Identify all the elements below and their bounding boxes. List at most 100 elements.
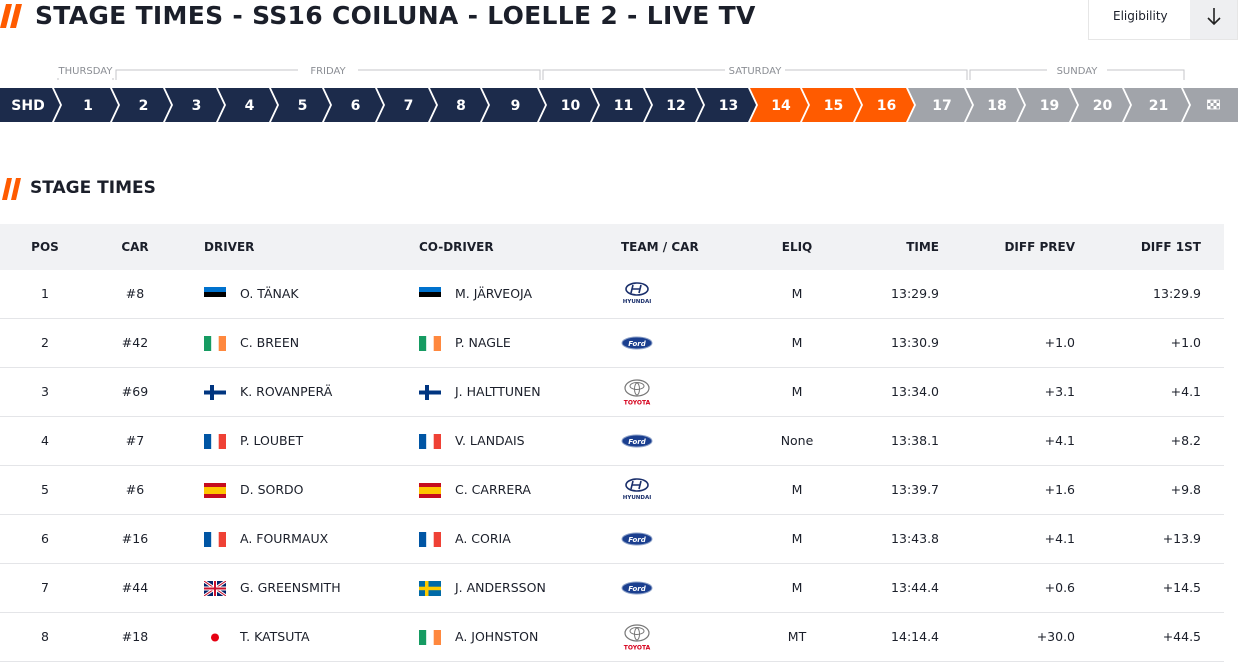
logo-oval	[629, 382, 645, 390]
diff-prev: +4.1	[1044, 531, 1075, 546]
day-label: THURSDAY	[58, 66, 114, 77]
stage-tab[interactable]: 5	[271, 88, 330, 122]
column-header[interactable]: CO-DRIVER	[419, 240, 494, 254]
table-row[interactable]: 5 #6 D. SORDO C. CARRERA HYUNDAI M 13:39.7 +1.6…	[0, 466, 1224, 515]
stage-tab[interactable]: 8	[430, 88, 488, 122]
stage-tab[interactable]: 15	[802, 88, 861, 122]
stage-label: 10	[561, 98, 581, 114]
stage-tab[interactable]: 10	[539, 88, 598, 122]
flag-check	[1207, 100, 1211, 103]
flag-part	[433, 336, 441, 351]
flag-part	[204, 287, 226, 292]
table-row[interactable]: 4 #7 P. LOUBET V. LANDAIS Ford None 13:38.1 +4.…	[0, 417, 1224, 466]
table-row[interactable]: 7 #44 G. GREENSMITH J. ANDERSSON Ford M 13:44.…	[0, 564, 1224, 613]
diff-prev: +3.1	[1044, 384, 1075, 399]
stage-tab[interactable]: 17	[908, 88, 972, 122]
stage-tab[interactable]: 6	[324, 88, 383, 122]
flag-check	[1213, 100, 1217, 103]
stage-tab-bg	[112, 88, 171, 122]
stage-tab[interactable]: 12	[645, 88, 703, 122]
slash	[0, 4, 12, 28]
column-header[interactable]: ELIQ	[781, 240, 813, 254]
table-row[interactable]: 3 #69 K. ROVANPERÄ J. HALTTUNEN TOYOTA M 13:34…	[0, 368, 1224, 417]
day-label-bg	[298, 64, 358, 78]
country-flag	[204, 483, 226, 498]
stage-tab[interactable]: SHD	[0, 88, 60, 122]
team-logo: TOYOTA	[624, 379, 651, 407]
stage-tab[interactable]: 4	[218, 88, 277, 122]
time: 13:30.9	[891, 335, 939, 350]
pos: 5	[41, 482, 49, 497]
flag-part	[204, 587, 226, 590]
stage-tab-bg	[54, 88, 118, 122]
stage-tab[interactable]: 21	[1124, 88, 1189, 122]
table-row[interactable]: 2 #42 C. BREEN P. NAGLE Ford M 13:30.9 +1.0 +1.0	[0, 319, 1224, 368]
eliq: M	[791, 580, 803, 595]
country-flag	[419, 630, 441, 645]
column-header[interactable]: DIFF PREV	[1004, 240, 1075, 254]
eligibility-dropdown[interactable]: Eligibility	[1088, 0, 1238, 40]
dropdown-button[interactable]	[1190, 0, 1237, 39]
flag-part	[204, 532, 212, 547]
logo-oval	[621, 581, 653, 595]
table-row[interactable]: 6 #16 A. FOURMAUX A. CORIA Ford M 13:43.8 +4.1 +…	[0, 515, 1224, 564]
flag-outline	[1207, 99, 1220, 110]
stage-tab[interactable]: 18	[966, 88, 1024, 122]
stage-tab-bg	[645, 88, 703, 122]
stage-tab[interactable]	[1183, 88, 1238, 122]
stage-label: 9	[511, 98, 521, 114]
stage-tab-bg	[218, 88, 277, 122]
logo-oval	[624, 379, 650, 397]
stage-tab[interactable]: 7	[377, 88, 436, 122]
driver: A. FOURMAUX	[240, 531, 329, 546]
diff-prev: +30.0	[1036, 629, 1075, 644]
flag-part	[211, 336, 219, 351]
stage-tab[interactable]: 2	[112, 88, 171, 122]
column-header[interactable]: TIME	[906, 240, 939, 254]
driver: G. GREENSMITH	[240, 580, 341, 595]
column-header[interactable]: DIFF 1ST	[1140, 240, 1201, 254]
flag-part	[218, 532, 226, 547]
stage-tab[interactable]: 19	[1018, 88, 1077, 122]
flag-part	[419, 487, 441, 494]
stage-tab[interactable]: 13	[697, 88, 756, 122]
day-label-bg	[1047, 64, 1107, 78]
stage-tab-bg	[430, 88, 488, 122]
flag-part	[426, 434, 434, 449]
flag-check	[1216, 103, 1220, 106]
country-flag	[419, 287, 441, 302]
stage-label: 19	[1040, 98, 1059, 114]
team-logo: Ford	[621, 434, 653, 448]
country-flag	[204, 630, 226, 645]
stage-tab[interactable]: 1	[54, 88, 118, 122]
flag-part	[419, 630, 427, 645]
pos: 6	[41, 531, 49, 546]
table-row[interactable]: 1 #8 O. TÄNAK M. JÄRVEOJA HYUNDAI M 13:29.9 13:…	[0, 270, 1224, 319]
stage-label: 4	[245, 98, 255, 114]
logo-oval	[634, 382, 640, 396]
stage-tab-bg	[1071, 88, 1130, 122]
flag-part	[204, 292, 226, 297]
stage-tab-bg	[802, 88, 861, 122]
flag-part	[204, 390, 226, 395]
table-header: POS CAR DRIVER CO-DRIVER TEAM / CAR ELIQ TIME D…	[0, 224, 1224, 270]
column-header[interactable]: CAR	[121, 240, 149, 254]
stage-tab[interactable]: 11	[592, 88, 651, 122]
eliq: M	[791, 482, 803, 497]
stage-tab[interactable]: 16	[855, 88, 914, 122]
table-row[interactable]: 8 #18 T. KATSUTA A. JOHNSTON TOYOTA MT 14:14.4…	[0, 613, 1224, 662]
stage-tab[interactable]: 20	[1071, 88, 1130, 122]
column-header[interactable]: DRIVER	[204, 240, 255, 254]
eliq: M	[791, 384, 803, 399]
co-driver: V. LANDAIS	[455, 433, 525, 448]
stage-tab[interactable]: 14	[750, 88, 808, 122]
flag-part	[218, 336, 226, 351]
driver: D. SORDO	[240, 482, 304, 497]
column-header[interactable]: POS	[31, 240, 59, 254]
stage-tab[interactable]: 9	[482, 88, 545, 122]
flag-part	[433, 630, 441, 645]
time: 13:29.9	[891, 286, 939, 301]
logo-h-shape	[630, 480, 642, 490]
team-logo: HYUNDAI	[623, 282, 651, 305]
stage-tab[interactable]: 3	[165, 88, 224, 122]
